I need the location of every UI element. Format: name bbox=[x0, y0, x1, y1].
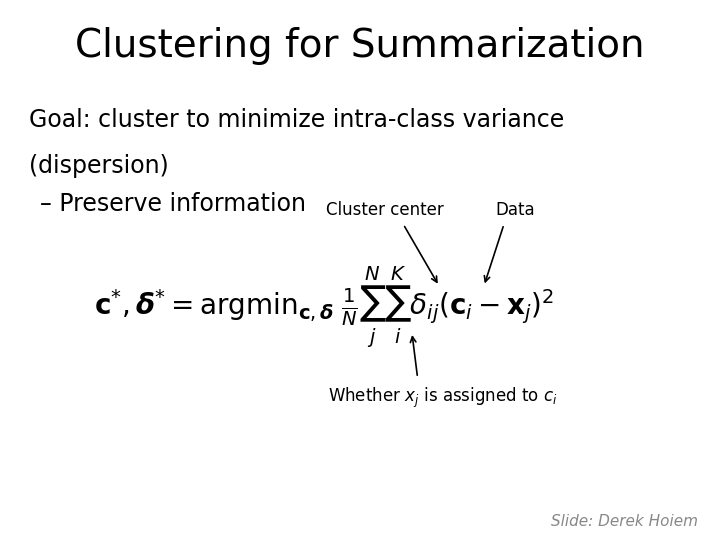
Text: (dispersion): (dispersion) bbox=[29, 154, 168, 178]
Text: Whether $x_j$ is assigned to $c_i$: Whether $x_j$ is assigned to $c_i$ bbox=[328, 386, 557, 410]
Text: – Preserve information: – Preserve information bbox=[40, 192, 305, 215]
Text: Goal: cluster to minimize intra-class variance: Goal: cluster to minimize intra-class va… bbox=[29, 108, 564, 132]
Text: Data: Data bbox=[495, 201, 535, 219]
Text: Cluster center: Cluster center bbox=[326, 201, 444, 219]
Text: $\mathbf{c}^{*}, \boldsymbol{\delta}^{*} = \mathrm{argmin}_{\mathbf{c},\boldsymb: $\mathbf{c}^{*}, \boldsymbol{\delta}^{*}… bbox=[94, 265, 554, 350]
Text: Clustering for Summarization: Clustering for Summarization bbox=[76, 27, 644, 65]
Text: Slide: Derek Hoiem: Slide: Derek Hoiem bbox=[552, 514, 698, 529]
